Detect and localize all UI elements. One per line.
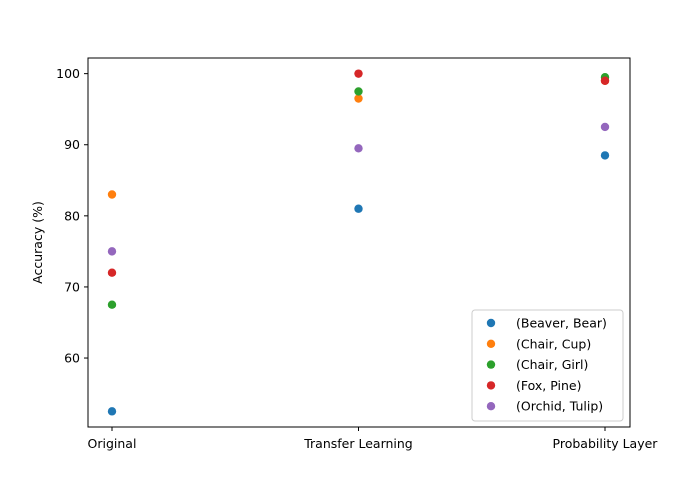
y-tick-label: 60 xyxy=(64,351,80,366)
data-point xyxy=(107,407,117,416)
x-tick-label: Transfer Learning xyxy=(303,436,413,451)
legend-marker xyxy=(486,381,496,390)
legend-label: (Chair, Cup) xyxy=(516,336,591,351)
legend-box xyxy=(471,309,624,422)
data-point xyxy=(600,76,610,85)
legend-label: (Chair, Girl) xyxy=(516,357,588,372)
y-tick-label: 70 xyxy=(64,279,80,294)
legend: (Beaver, Bear) (Chair, Cup) (Chair, Girl) (… xyxy=(471,309,624,422)
x-axis: Original Transfer Learning Probability Lay… xyxy=(88,427,659,451)
data-point xyxy=(600,151,610,160)
legend-marker xyxy=(486,360,496,369)
data-point xyxy=(107,300,117,309)
data-points xyxy=(107,69,610,416)
x-tick-label: Probability Layer xyxy=(553,436,659,451)
data-point xyxy=(600,122,610,132)
data-point xyxy=(354,204,363,213)
y-tick-label: 100 xyxy=(56,66,80,81)
legend-marker xyxy=(486,318,496,328)
x-tick-label: Original xyxy=(88,436,137,451)
plot-frame xyxy=(87,57,631,428)
legend-label: (Fox, Pine) xyxy=(516,378,581,393)
legend-marker xyxy=(486,402,496,411)
legend-label: (Beaver, Bear) xyxy=(516,316,607,331)
y-tick-label: 80 xyxy=(64,208,80,223)
data-point xyxy=(107,247,117,256)
data-point xyxy=(354,144,363,153)
data-point xyxy=(107,190,117,199)
data-point xyxy=(354,69,363,78)
legend-marker xyxy=(486,339,496,348)
y-tick-label: 90 xyxy=(64,137,80,152)
data-point xyxy=(354,87,363,96)
legend-label: (Orchid, Tulip) xyxy=(516,399,603,414)
y-axis-label: Accuracy (%) xyxy=(30,201,45,284)
data-point xyxy=(107,268,117,277)
y-axis: 60 70 80 90 100 xyxy=(56,66,88,366)
data-point xyxy=(354,94,363,103)
